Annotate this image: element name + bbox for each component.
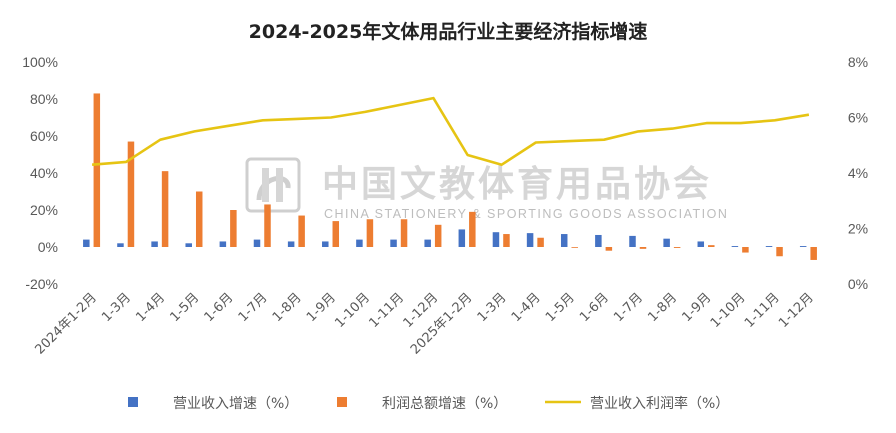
legend-item: 利润总额增速（%） xyxy=(337,396,507,412)
chart-title: 2024-2025年文体用品行业主要经济指标增速 xyxy=(249,20,648,43)
right-axis-ticks: 8% 6% 4% 2% 0% xyxy=(848,54,868,292)
bars xyxy=(83,93,817,260)
left-axis-tick-label: -20% xyxy=(25,276,58,292)
x-axis-tick-label: 2024年1-2月 xyxy=(32,290,99,357)
revenue-growth-bar xyxy=(117,243,124,247)
right-axis-tick-label: 0% xyxy=(848,276,868,292)
x-axis-tick-label: 1-10月 xyxy=(332,290,373,331)
revenue-growth-bar xyxy=(629,235,636,247)
revenue-growth-bar xyxy=(560,234,568,247)
profit-growth-bar xyxy=(230,210,237,247)
revenue-growth-bar xyxy=(83,239,90,247)
profit-growth-bar xyxy=(673,247,681,248)
profit-growth-bar xyxy=(639,247,647,249)
x-axis-tick-label: 1-4月 xyxy=(509,290,544,325)
profit-growth-bar xyxy=(195,191,203,247)
legend-item: 营业收入增速（%） xyxy=(128,396,298,412)
profit-margin-line xyxy=(91,96,810,166)
watermark: 中国文教体育用品协会 CHINA STATIONERY & SPORTING G… xyxy=(245,157,728,221)
x-axis-tick-label: 1-8月 xyxy=(270,290,305,325)
legend-swatch xyxy=(128,397,138,407)
profit-growth-bar xyxy=(776,247,783,257)
right-axis-tick-label: 2% xyxy=(848,221,868,237)
profit-growth-bar xyxy=(434,224,442,247)
profit-growth-bar xyxy=(605,247,613,251)
legend-item: 营业收入利润率（%） xyxy=(545,395,729,412)
x-axis-tick-label: 1-3月 xyxy=(99,290,134,325)
profit-growth-bar xyxy=(127,141,135,247)
x-axis-tick-label: 1-5月 xyxy=(543,290,578,325)
profit-growth-bar xyxy=(400,219,408,247)
revenue-growth-bar xyxy=(663,238,670,247)
revenue-growth-bar xyxy=(765,246,773,247)
revenue-growth-bar xyxy=(458,229,466,247)
revenue-growth-bar xyxy=(322,241,329,247)
revenue-growth-bar xyxy=(526,233,534,247)
right-axis-tick-label: 8% xyxy=(848,54,868,70)
x-axis-tick-label: 1-11月 xyxy=(366,290,407,331)
revenue-growth-bar xyxy=(253,239,261,247)
revenue-growth-bar xyxy=(595,234,602,247)
left-axis-tick-label: 40% xyxy=(30,165,58,181)
x-axis-tick-label: 1-7月 xyxy=(236,290,271,325)
revenue-growth-bar xyxy=(185,243,192,247)
left-axis-ticks: 100% 80% 60% 40% 20% 0% -20% xyxy=(22,54,58,292)
revenue-growth-bar xyxy=(151,241,158,247)
revenue-growth-bar xyxy=(799,246,807,247)
profit-growth-bar xyxy=(708,245,715,247)
x-axis-tick-label: 1-6月 xyxy=(577,290,612,325)
profit-growth-bar xyxy=(537,237,544,247)
profit-growth-bar xyxy=(469,211,476,247)
profit-growth-bar xyxy=(264,204,271,247)
association-logo-icon xyxy=(245,157,301,213)
watermark-chinese: 中国文教体育用品协会 xyxy=(322,163,712,205)
left-axis-tick-label: 80% xyxy=(30,91,58,107)
revenue-growth-bar xyxy=(287,241,295,247)
x-axis-tick-label: 1-7月 xyxy=(611,290,646,325)
legend-label: 营业收入利润率（%） xyxy=(590,395,729,412)
left-axis-tick-label: 60% xyxy=(30,128,58,144)
revenue-growth-bar xyxy=(492,232,500,247)
x-axis-tick-label: 1-3月 xyxy=(475,290,510,325)
profit-growth-bar xyxy=(366,219,374,247)
legend: 营业收入增速（%） 利润总额增速（%） 营业收入利润率（%） xyxy=(128,395,729,412)
x-axis-tick-label: 1-11月 xyxy=(742,290,783,331)
legend-label: 利润总额增速（%） xyxy=(382,396,507,412)
revenue-growth-bar xyxy=(424,239,431,247)
revenue-growth-bar xyxy=(697,241,705,247)
legend-swatch xyxy=(337,397,347,407)
profit-growth-bar xyxy=(332,221,340,247)
x-axis-tick-label: 1-6月 xyxy=(202,290,237,325)
profit-growth-bar xyxy=(742,247,749,253)
right-axis-tick-label: 6% xyxy=(848,110,868,126)
revenue-growth-bar xyxy=(731,246,739,247)
left-axis-tick-label: 20% xyxy=(30,202,58,218)
x-axis-ticks: 2024年1-2月 1-3月 1-4月 1-5月 1-6月 1-7月 1-8月 1-9月1-1… xyxy=(32,290,816,357)
profit-growth-bar xyxy=(503,234,510,247)
revenue-growth-bar xyxy=(390,239,397,247)
x-axis-tick-label: 1-8月 xyxy=(645,290,680,325)
x-axis-tick-label: 1-12月 xyxy=(776,290,817,331)
right-axis-tick-label: 4% xyxy=(848,165,868,181)
revenue-growth-bar xyxy=(219,241,227,247)
legend-label: 营业收入增速（%） xyxy=(173,396,298,412)
watermark-english: CHINA STATIONERY & SPORTING GOODS ASSOCI… xyxy=(324,207,728,221)
x-axis-tick-label: 1-10月 xyxy=(708,290,749,331)
x-axis-tick-label: 1-4月 xyxy=(133,290,168,325)
x-axis-tick-label: 1-5月 xyxy=(167,290,202,325)
revenue-growth-bar xyxy=(356,239,363,247)
profit-growth-bar xyxy=(298,215,305,247)
profit-growth-bar xyxy=(93,93,101,247)
profit-growth-bar xyxy=(161,171,169,247)
profit-margin-series-line xyxy=(91,96,810,166)
profit-growth-bar xyxy=(571,247,578,248)
left-axis-tick-label: 0% xyxy=(38,239,58,255)
left-axis-tick-label: 100% xyxy=(22,54,58,70)
profit-growth-bar xyxy=(810,247,817,260)
